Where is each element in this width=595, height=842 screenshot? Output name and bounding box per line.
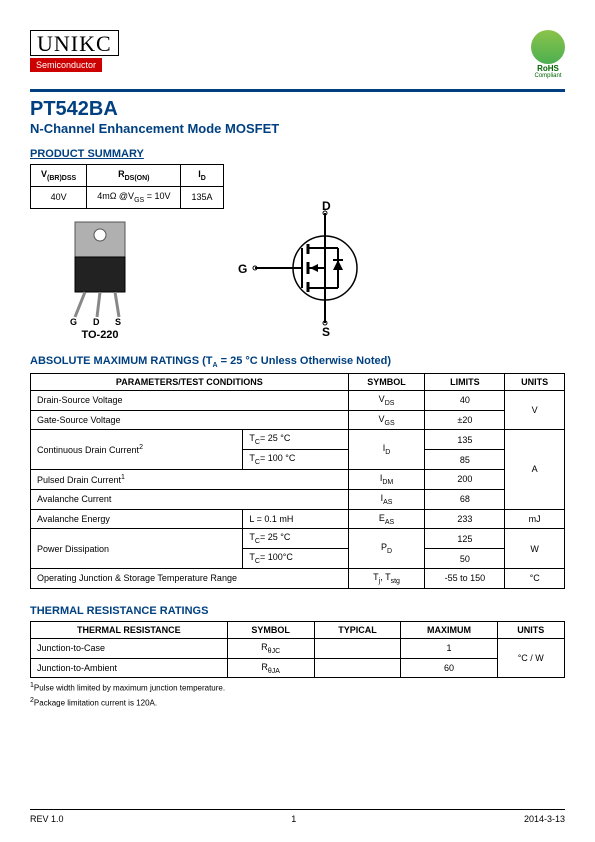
abs-r3-s: ID	[348, 430, 425, 470]
thermal-h-res: THERMAL RESISTANCE	[31, 621, 228, 638]
summary-table: V(BR)DSS RDS(ON) ID 40V 4mΩ @VGS = 10V 1…	[30, 164, 224, 209]
thermal-r2-s: RθJA	[227, 658, 314, 678]
thermal-r2-t	[314, 658, 401, 678]
abs-r6-c: L = 0.1 mH	[243, 509, 348, 529]
svg-text:S: S	[322, 325, 330, 338]
abs-r4-s: IDM	[348, 469, 425, 489]
company-logo: UNIKC Semiconductor	[30, 30, 119, 72]
abs-r1-p: Drain-Source Voltage	[31, 390, 349, 410]
summary-v3: 135A	[181, 186, 223, 208]
abs-r6-s: EAS	[348, 509, 425, 529]
header-underline	[30, 89, 565, 92]
rohs-badge: RoHS Compliant	[531, 30, 565, 79]
abs-r6-l: 233	[425, 509, 505, 529]
abs-r7-c1: TC= 25 °C	[243, 529, 348, 549]
mosfet-symbol-icon: D G S	[230, 198, 380, 338]
abs-h-param: PARAMETERS/TEST CONDITIONS	[31, 373, 349, 390]
svg-text:D: D	[322, 199, 331, 213]
footnote-1: 1Pulse width limited by maximum junction…	[30, 682, 565, 693]
thermal-r2-p: Junction-to-Ambient	[31, 658, 228, 678]
thermal-r1-t	[314, 638, 401, 658]
svg-text:G: G	[238, 262, 247, 276]
abs-r3-l1: 135	[425, 430, 505, 450]
footer-rev: REV 1.0	[30, 814, 64, 824]
abs-r3-c2: TC= 100 °C	[243, 450, 348, 470]
abs-r7-p: Power Dissipation	[31, 529, 243, 569]
svg-text:D: D	[93, 317, 100, 327]
footnote-2: 2Package limitation current is 120A.	[30, 697, 565, 708]
thermal-r1-s: RθJC	[227, 638, 314, 658]
rohs-label: RoHS	[537, 64, 559, 73]
abs-r7-c2: TC= 100°C	[243, 549, 348, 569]
abs-r8-s: Tj, Tstg	[348, 568, 425, 588]
brand-subtitle: Semiconductor	[30, 58, 102, 72]
abs-r2-s: VGS	[348, 410, 425, 430]
abs-table: PARAMETERS/TEST CONDITIONS SYMBOL LIMITS…	[30, 373, 565, 589]
abs-r3-c1: TC= 25 °C	[243, 430, 348, 450]
part-number: PT542BA	[30, 98, 565, 121]
abs-r12-u: V	[505, 390, 565, 430]
thermal-h-sym: SYMBOL	[227, 621, 314, 638]
abs-r5-s: IAS	[348, 489, 425, 509]
summary-h2: RDS(ON)	[87, 165, 181, 187]
abs-r6-u: mJ	[505, 509, 565, 529]
summary-h1: V(BR)DSS	[31, 165, 87, 187]
footer-date: 2014-3-13	[524, 814, 565, 824]
rohs-leaf-icon	[531, 30, 565, 64]
thermal-h-unit: UNITS	[497, 621, 564, 638]
thermal-table: THERMAL RESISTANCE SYMBOL TYPICAL MAXIMU…	[30, 621, 565, 679]
abs-r8-l: -55 to 150	[425, 568, 505, 588]
footer-page: 1	[291, 814, 296, 824]
thermal-title: THERMAL RESISTANCE RATINGS	[30, 605, 565, 617]
summary-title: PRODUCT SUMMARY	[30, 148, 565, 160]
abs-r7-l1: 125	[425, 529, 505, 549]
abs-h-unit: UNITS	[505, 373, 565, 390]
thermal-h-max: MAXIMUM	[401, 621, 497, 638]
abs-r1-s: VDS	[348, 390, 425, 410]
abs-r7-u: W	[505, 529, 565, 569]
summary-v2: 4mΩ @VGS = 10V	[87, 186, 181, 208]
package-image: G D S TO-220	[30, 217, 170, 341]
abs-r4-p: Pulsed Drain Current1	[31, 469, 349, 489]
thermal-h-typ: TYPICAL	[314, 621, 401, 638]
abs-r3-p: Continuous Drain Current2	[31, 430, 243, 470]
package-label: TO-220	[30, 329, 170, 341]
abs-h-sym: SYMBOL	[348, 373, 425, 390]
mosfet-symbol: D G S	[230, 198, 380, 341]
abs-r8-u: °C	[505, 568, 565, 588]
svg-text:G: G	[70, 317, 77, 327]
abs-title: ABSOLUTE MAXIMUM RATINGS (TA = 25 °C Unl…	[30, 355, 565, 369]
thermal-r2-m: 60	[401, 658, 497, 678]
abs-r4-l: 200	[425, 469, 505, 489]
rohs-sublabel: Compliant	[531, 73, 565, 79]
abs-r345-u: A	[505, 430, 565, 509]
abs-r5-l: 68	[425, 489, 505, 509]
abs-h-lim: LIMITS	[425, 373, 505, 390]
abs-r7-s: PD	[348, 529, 425, 569]
to220-icon: G D S	[55, 217, 145, 327]
abs-r3-l2: 85	[425, 450, 505, 470]
abs-r8-p: Operating Junction & Storage Temperature…	[31, 568, 349, 588]
abs-r7-l2: 50	[425, 549, 505, 569]
abs-r2-p: Gate-Source Voltage	[31, 410, 349, 430]
thermal-r1-m: 1	[401, 638, 497, 658]
summary-h3: ID	[181, 165, 223, 187]
abs-r5-p: Avalanche Current	[31, 489, 349, 509]
package-row: G D S TO-220 D G S	[30, 217, 565, 341]
thermal-unit: °C / W	[497, 638, 564, 678]
brand-name: UNIKC	[30, 30, 119, 56]
page-header: UNIKC Semiconductor RoHS Compliant	[30, 30, 565, 79]
abs-r1-l: 40	[425, 390, 505, 410]
abs-r2-l: ±20	[425, 410, 505, 430]
thermal-r1-p: Junction-to-Case	[31, 638, 228, 658]
svg-text:S: S	[115, 317, 121, 327]
page-footer: REV 1.0 1 2014-3-13	[30, 809, 565, 824]
part-description: N-Channel Enhancement Mode MOSFET	[30, 121, 565, 136]
abs-r6-p: Avalanche Energy	[31, 509, 243, 529]
summary-v1: 40V	[31, 186, 87, 208]
